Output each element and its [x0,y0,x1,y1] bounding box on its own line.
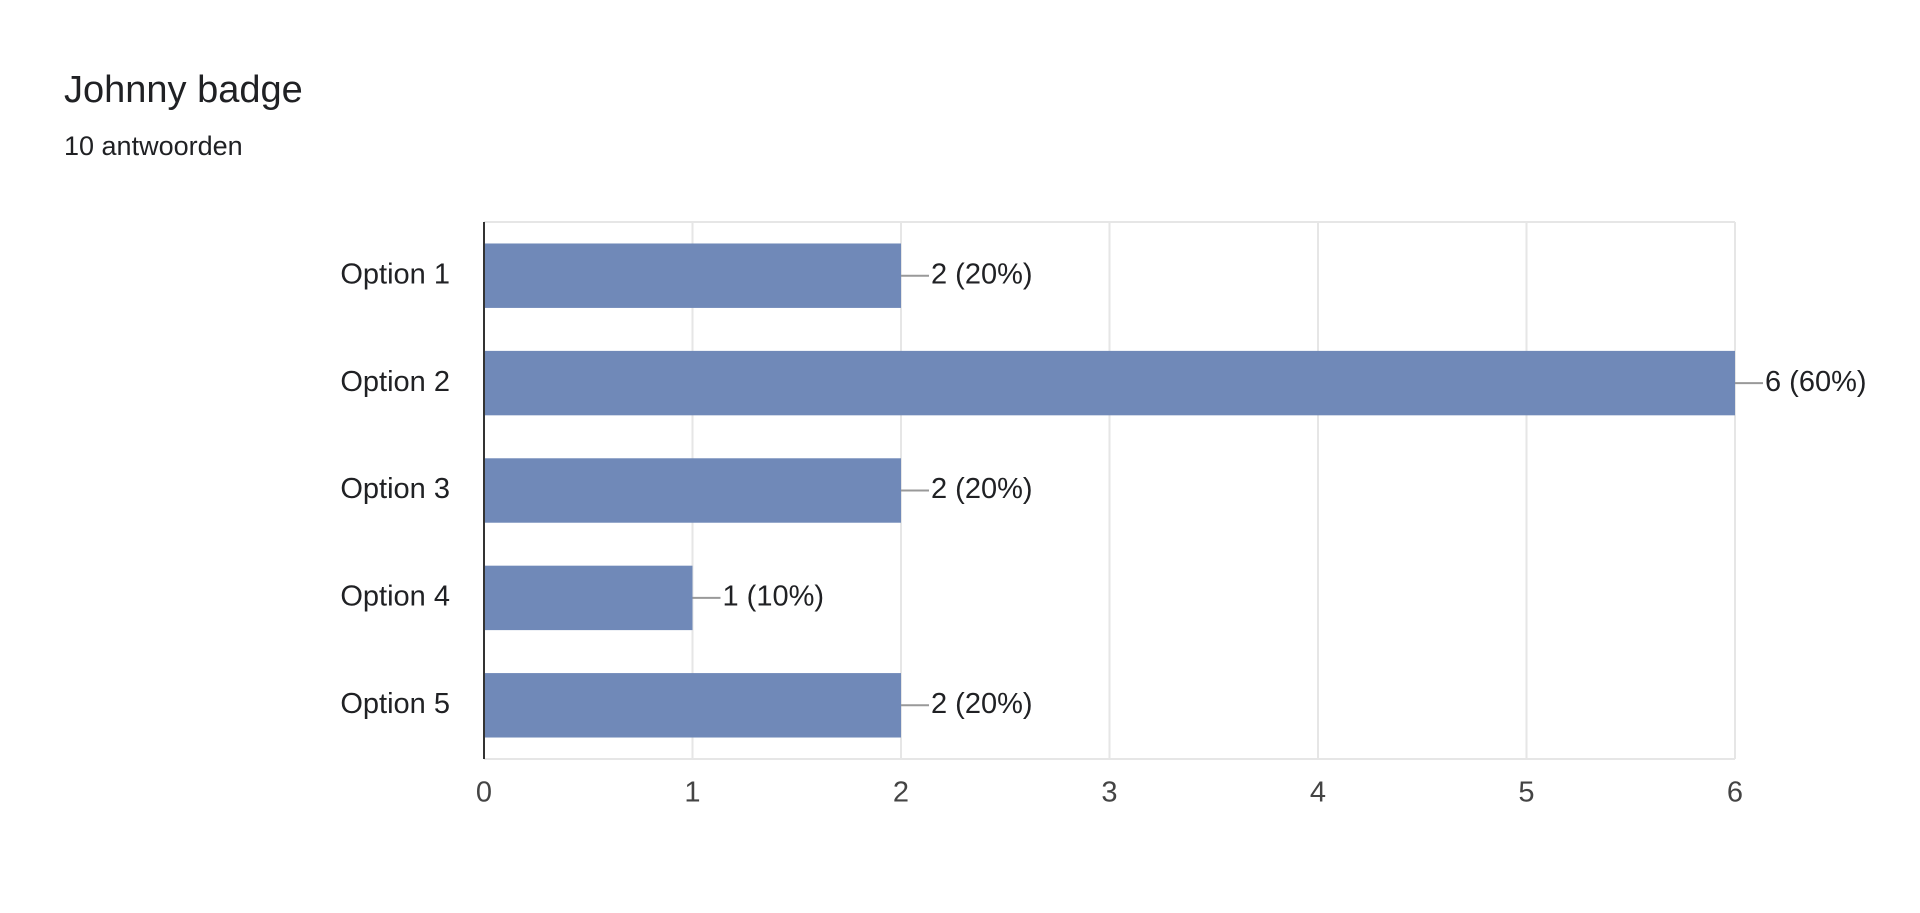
x-tick-label: 6 [1727,777,1743,809]
chart-subtitle: 10 antwoorden [64,131,243,161]
value-label: 2 (20%) [931,258,1033,290]
x-tick-label: 2 [893,777,909,809]
x-tick-label: 3 [1101,777,1117,809]
y-tick-label: Option 4 [340,581,450,613]
value-label: 2 (20%) [931,688,1033,720]
x-tick-label: 0 [476,777,492,809]
x-tick-label: 1 [684,777,700,809]
value-label: 6 (60%) [1765,366,1867,398]
x-tick-label: 5 [1518,777,1534,809]
x-tick-label: 4 [1310,777,1326,809]
bar [484,565,693,631]
bar [484,673,901,738]
y-tick-label: Option 3 [340,473,450,505]
chart-title: Johnny badge [64,69,303,111]
bar [484,243,901,308]
value-label: 1 (10%) [723,581,825,613]
bar [484,350,1735,416]
bar [484,458,901,523]
y-tick-label: Option 5 [340,688,450,720]
value-label: 2 (20%) [931,473,1033,505]
y-tick-label: Option 1 [340,258,450,290]
y-tick-label: Option 2 [340,366,450,398]
